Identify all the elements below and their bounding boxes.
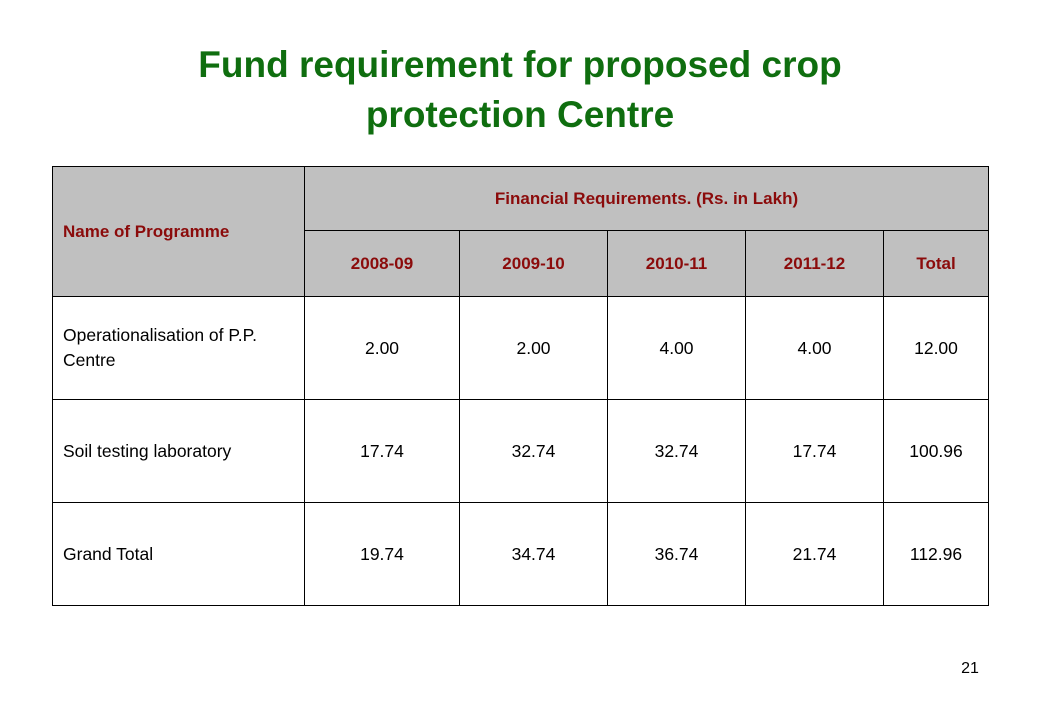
table-cell: 17.74	[304, 399, 460, 503]
table-cell: 21.74	[745, 502, 884, 606]
column-header-2010-11: 2010-11	[607, 230, 746, 297]
row-programme-name: Grand Total	[52, 502, 305, 606]
table-header-row-2: 2008-09 2009-10 2010-11 2011-12 Total	[53, 230, 990, 297]
slide-title: Fund requirement for proposed crop prote…	[0, 40, 1040, 140]
row-total-cell: 12.00	[882, 296, 990, 400]
column-header-2009-10: 2009-10	[459, 230, 608, 297]
row-programme-name: Soil testing laboratory	[52, 399, 305, 503]
table-cell: 32.74	[459, 399, 608, 503]
row-programme-name: Operationalisation of P.P. Centre	[52, 296, 305, 400]
row-total-cell: 100.96	[882, 399, 990, 503]
table-cell: 2.00	[459, 296, 608, 400]
table-cell: 36.74	[607, 502, 746, 606]
table-cell: 2.00	[304, 296, 460, 400]
fund-requirement-table: Name of Programme Financial Requirements…	[52, 166, 990, 606]
column-header-total: Total	[882, 230, 990, 297]
table-cell: 34.74	[459, 502, 608, 606]
column-header-2011-12: 2011-12	[745, 230, 884, 297]
table-row: Grand Total 19.74 34.74 36.74 21.74 112.…	[52, 502, 990, 606]
table-row: Operationalisation of P.P. Centre 2.00 2…	[52, 296, 990, 400]
table-header-row-1: Name of Programme Financial Requirements…	[52, 166, 990, 297]
financial-requirements-header: Financial Requirements. (Rs. in Lakh)	[303, 166, 990, 231]
slide-title-line-2: protection Centre	[365, 94, 675, 135]
table-cell: 17.74	[745, 399, 884, 503]
row-total-cell: 112.96	[882, 502, 990, 606]
table-cell: 19.74	[304, 502, 460, 606]
table-cell: 32.74	[607, 399, 746, 503]
table-row: Soil testing laboratory 17.74 32.74 32.7…	[52, 399, 990, 503]
table-cell: 4.00	[745, 296, 884, 400]
column-header-2008-09: 2008-09	[304, 230, 460, 297]
programme-name-header: Name of Programme	[52, 166, 305, 297]
table-cell: 4.00	[607, 296, 746, 400]
page-number: 21	[961, 660, 979, 677]
slide-title-line-1: Fund requirement for proposed crop	[198, 44, 842, 85]
